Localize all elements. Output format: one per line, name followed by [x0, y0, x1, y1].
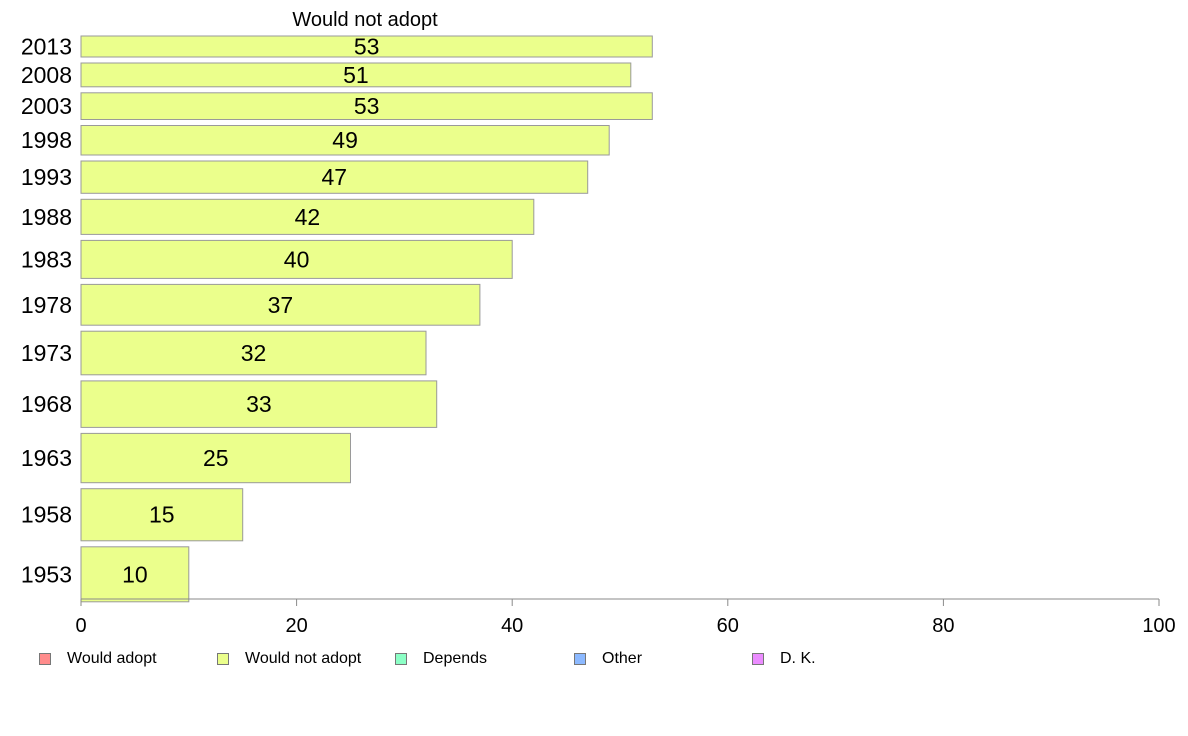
- legend-swatch-would-adopt: [39, 653, 51, 665]
- bar-1983: [80, 239, 513, 279]
- x-tick-label-60: 60: [717, 615, 739, 637]
- bar-1978: [80, 283, 481, 326]
- bar-1958: [80, 488, 244, 542]
- category-label-1973: 1973: [21, 340, 72, 366]
- category-label-1958: 1958: [21, 502, 72, 528]
- bar-1953: [80, 546, 190, 603]
- value-label-1968: 33: [246, 391, 272, 417]
- bar-1963: [80, 432, 351, 484]
- category-label-1983: 1983: [21, 246, 72, 272]
- x-tick-label-80: 80: [932, 615, 954, 637]
- bar-1993: [80, 160, 589, 194]
- bar-1968: [80, 380, 438, 428]
- legend-swatch-other: [574, 653, 586, 665]
- value-label-1973: 32: [241, 340, 267, 366]
- bar-1988: [80, 198, 535, 235]
- legend-label-dk: D. K.: [780, 650, 816, 667]
- legend-label-depends: Depends: [423, 650, 488, 667]
- category-label-2013: 2013: [21, 34, 72, 60]
- legend-label-would-not-adopt: Would not adopt: [245, 650, 362, 667]
- bar-1973: [80, 330, 427, 376]
- legend-swatch-dk: [752, 653, 764, 665]
- bar-2013: [80, 35, 653, 58]
- x-tick-label-100: 100: [1142, 615, 1175, 637]
- legend-label-other: Other: [602, 650, 643, 667]
- value-label-1978: 37: [268, 292, 294, 318]
- bar-1998: [80, 125, 610, 156]
- x-tick-label-0: 0: [75, 615, 86, 637]
- value-label-1998: 49: [332, 127, 358, 153]
- category-label-1968: 1968: [21, 391, 72, 417]
- value-label-1953: 10: [122, 561, 148, 587]
- x-tick-label-20: 20: [285, 615, 307, 637]
- bar-2008: [80, 62, 632, 88]
- legend-item-would-adopt: Would adopt: [39, 650, 157, 668]
- category-label-1998: 1998: [21, 127, 72, 153]
- value-label-2008: 51: [343, 62, 369, 88]
- category-label-1963: 1963: [21, 445, 72, 471]
- legend-item-would-not-adopt: Would not adopt: [217, 650, 361, 668]
- category-label-1978: 1978: [21, 292, 72, 318]
- value-label-1988: 42: [295, 204, 321, 230]
- bar-2003: [80, 92, 653, 121]
- legend-swatch-would-not-adopt: [217, 653, 229, 665]
- value-label-1983: 40: [284, 246, 310, 272]
- category-label-1988: 1988: [21, 204, 72, 230]
- legend-label-would-adopt: Would adopt: [67, 650, 157, 667]
- value-label-1963: 25: [203, 445, 229, 471]
- value-label-2013: 53: [354, 34, 380, 60]
- legend-item-dk: D. K.: [752, 650, 816, 668]
- legend-item-depends: Depends: [395, 650, 487, 668]
- category-label-2003: 2003: [21, 93, 72, 119]
- value-label-1958: 15: [149, 502, 175, 528]
- category-label-1993: 1993: [21, 164, 72, 190]
- legend: Would adopt Would not adopt Depends Othe…: [0, 650, 1188, 678]
- legend-swatch-depends: [395, 653, 407, 665]
- category-label-1953: 1953: [21, 561, 72, 587]
- x-tick-label-40: 40: [501, 615, 523, 637]
- x-axis: 0 20 40 60 80 100: [75, 598, 1176, 637]
- value-label-2003: 53: [354, 93, 380, 119]
- value-label-1993: 47: [322, 164, 348, 190]
- category-label-2008: 2008: [21, 62, 72, 88]
- bars: 2013 53 2008 51 2003 53 1998 49 1993 47 1988 42 1983…: [21, 34, 653, 603]
- chart-title: Would not adopt: [292, 9, 438, 31]
- legend-item-other: Other: [574, 650, 642, 668]
